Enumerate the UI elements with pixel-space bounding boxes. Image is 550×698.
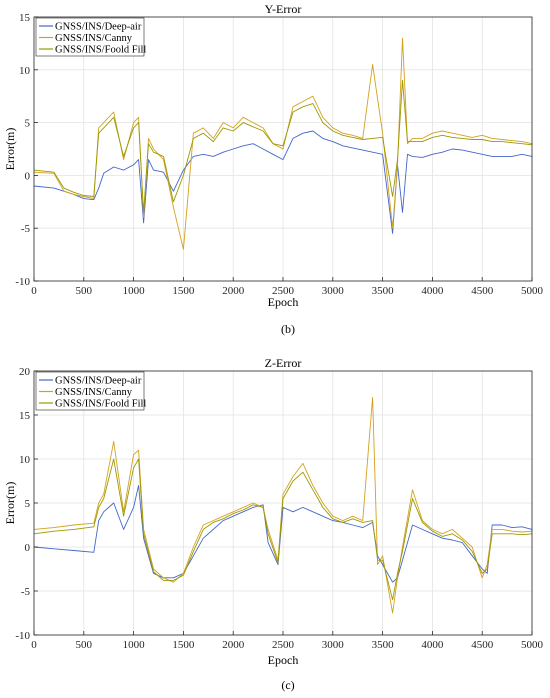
y-tick-label: -5	[21, 223, 31, 235]
z-error-panel: 0 500 1000 1500 2000 2500 3000 3500 4000 4500 5000…	[3, 356, 544, 692]
legend: GNSS/INS/Deep-airGNSS/INS/CannyGNSS/INS/…	[35, 371, 146, 411]
x-tick-label: 2000	[222, 639, 245, 651]
x-axis-label: Epoch	[268, 653, 299, 667]
legend-entry: GNSS/INS/Canny	[55, 33, 133, 44]
x-tick-label: 1000	[123, 285, 146, 297]
y-tick-label: 10	[19, 454, 31, 466]
y-tick-label: 0	[25, 542, 31, 554]
y-tick-label: -5	[21, 586, 31, 598]
legend-entry: GNSS/INS/Deep-air	[55, 22, 142, 33]
y-tick-label: 0	[25, 170, 31, 182]
x-tick-label: 1500	[172, 285, 195, 297]
x-tick-label: 3500	[372, 639, 395, 651]
x-tick-label: 1500	[172, 639, 195, 651]
y-tick-label: -10	[15, 276, 30, 288]
y-axis-label: Error(m)	[3, 482, 17, 525]
chart-title: Y-Error	[265, 2, 302, 16]
x-tick-label: 5000	[521, 285, 544, 297]
legend-entry: GNSS/INS/Foold Fill	[55, 399, 146, 410]
legend-entry: GNSS/INS/Foold Fill	[55, 45, 146, 56]
chart-title: Z-Error	[265, 356, 302, 370]
series-line-1	[33, 484, 533, 583]
x-tick-label: 2500	[272, 285, 295, 297]
series-line-3	[33, 458, 533, 601]
y-tick-label: 20	[19, 366, 31, 378]
y-error-panel: 0 500 1000 1500 2000 2500 3000 3500 4000 4500 5000…	[3, 2, 544, 336]
x-tick-label: 2000	[222, 285, 245, 297]
x-tick-label: 3000	[322, 639, 345, 651]
y-tick-label: 15	[19, 410, 31, 422]
x-tick-label: 4000	[421, 285, 444, 297]
x-tick-label: 500	[76, 285, 93, 297]
x-tick-label: 1000	[123, 639, 146, 651]
y-tick-label: 5	[25, 118, 31, 130]
x-tick-label: 4500	[471, 285, 494, 297]
y-tick-label: 5	[25, 498, 31, 510]
x-tick-label: 500	[76, 639, 93, 651]
legend-entry: GNSS/INS/Deep-air	[55, 376, 142, 387]
x-tick-label: 4000	[421, 639, 444, 651]
y-axis-label: Error(m)	[3, 128, 17, 171]
series-line-3	[33, 79, 533, 213]
x-tick-label: 0	[31, 639, 37, 651]
panel-label: (b)	[281, 322, 295, 336]
y-tick-label: 10	[19, 65, 31, 77]
series-line-2	[33, 37, 533, 250]
y-tick-label: 15	[19, 12, 31, 24]
x-tick-label: 3000	[322, 285, 345, 297]
panel-label: (c)	[281, 678, 294, 692]
x-tick-label: 4500	[471, 639, 494, 651]
legend: GNSS/INS/Deep-airGNSS/INS/CannyGNSS/INS/…	[35, 17, 146, 57]
x-axis-label: Epoch	[268, 295, 299, 309]
series-line-2	[33, 396, 533, 614]
x-tick-label: 3500	[372, 285, 395, 297]
series-line-1	[33, 130, 533, 234]
x-tick-label: 5000	[521, 639, 544, 651]
legend-box	[35, 17, 145, 57]
legend-entry: GNSS/INS/Canny	[55, 387, 133, 398]
legend-box	[35, 371, 145, 411]
x-tick-label: 0	[31, 285, 37, 297]
y-tick-label: -10	[15, 630, 30, 642]
x-tick-label: 2500	[272, 639, 295, 651]
